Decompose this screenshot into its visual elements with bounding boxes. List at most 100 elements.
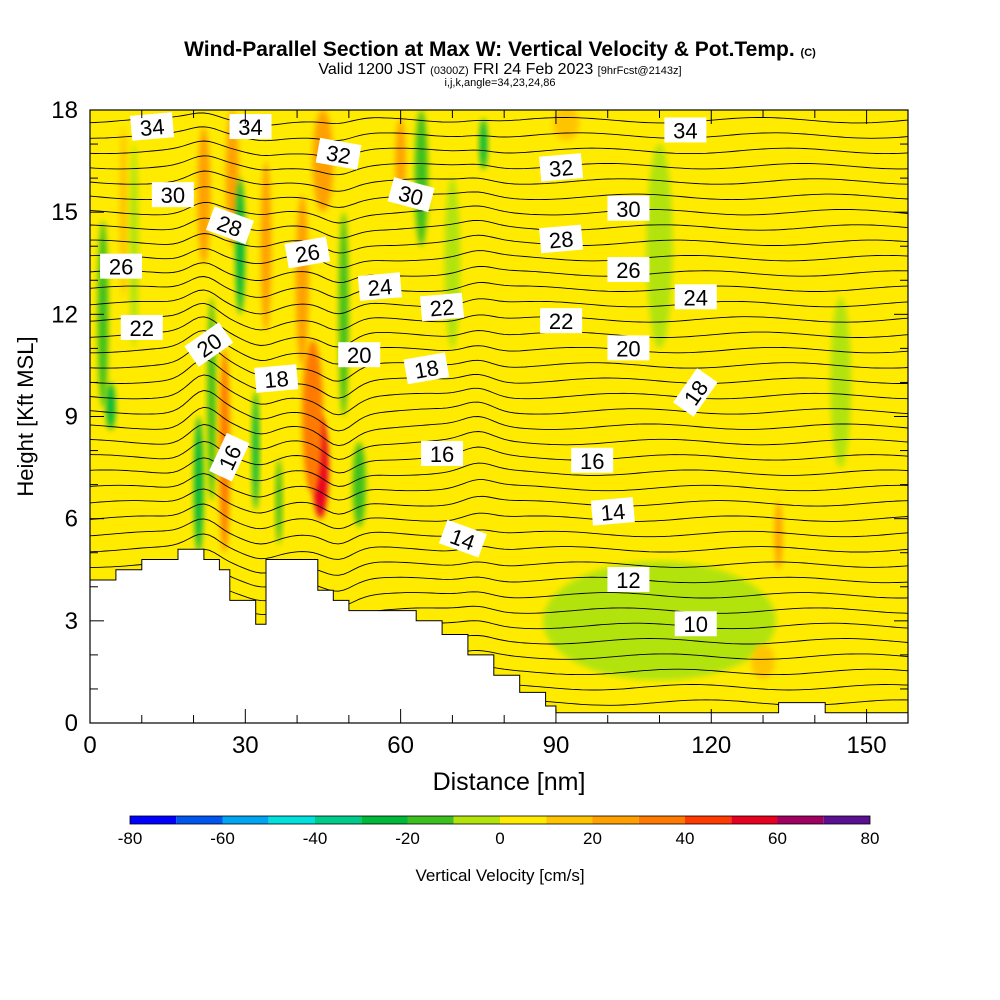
colorbar-swatch — [823, 816, 870, 824]
theta-contour-line — [90, 140, 908, 159]
y-tick-label: 15 — [51, 199, 78, 226]
contour-label-box — [673, 368, 718, 417]
theta-contour-line — [90, 473, 908, 501]
contour-label-box — [590, 497, 635, 526]
contour-label-text: 12 — [616, 568, 640, 593]
theta-contour-label: 20 — [607, 335, 650, 361]
theta-contour-label: 22 — [419, 292, 465, 322]
x-tick-label: 150 — [847, 732, 887, 759]
contour-label-box — [229, 114, 272, 140]
contour-label-text: 30 — [616, 197, 640, 222]
velocity-feature — [129, 144, 139, 349]
velocity-feature — [197, 127, 211, 264]
contour-label-box — [209, 432, 250, 482]
contour-label-text: 26 — [616, 258, 640, 283]
theta-contour-line — [90, 170, 908, 192]
theta-contour-line — [90, 289, 908, 315]
contour-label-text: 32 — [548, 155, 575, 182]
theta-contour-label: 28 — [539, 224, 584, 253]
velocity-feature — [751, 644, 775, 679]
theta-contour-label: 22 — [540, 308, 583, 334]
contour-label-box — [151, 182, 194, 208]
colorbar-tick-label: -80 — [118, 829, 143, 848]
x-tick-label: 0 — [83, 732, 96, 759]
y-tick-label: 3 — [65, 608, 78, 635]
contour-label-box — [540, 308, 583, 334]
theta-contour-label: 24 — [674, 284, 717, 310]
y-axis-title: Height [Kft MSL] — [13, 336, 38, 496]
theta-contour-line — [90, 548, 908, 576]
colorbar-swatch — [731, 816, 778, 824]
colorbar-title: Vertical Velocity [cm/s] — [415, 866, 584, 885]
chart-title-text: Wind-Parallel Section at Max W: Vertical… — [184, 38, 795, 61]
x-tick-label: 30 — [232, 732, 259, 759]
contour-label-text: 18 — [412, 355, 440, 384]
colorbar-swatch — [361, 816, 408, 824]
velocity-feature — [479, 118, 488, 170]
contour-label-text: 26 — [293, 239, 321, 268]
theta-contour-line — [90, 126, 908, 142]
theta-contour-label: 26 — [284, 236, 331, 269]
theta-contour-label: 26 — [100, 253, 143, 280]
velocity-feature — [235, 178, 245, 315]
x-tick-label: 60 — [387, 732, 414, 759]
contour-label-text: 16 — [580, 449, 604, 474]
contour-label-text: 30 — [161, 183, 185, 208]
theta-contour-label: 12 — [607, 566, 650, 593]
valid-time: Valid 1200 JST — [318, 61, 426, 78]
colorbar-tick-label: 40 — [676, 829, 695, 848]
colorbar-swatch — [500, 816, 547, 824]
contour-label-box — [571, 447, 614, 473]
contour-label-box — [607, 335, 650, 361]
colorbar-swatch — [268, 816, 315, 824]
colorbar-frame — [129, 815, 871, 825]
contour-label-text: 20 — [616, 336, 640, 361]
velocity-feature — [543, 561, 776, 681]
theta-contour-line — [90, 390, 908, 432]
contour-label-box — [254, 364, 299, 393]
contour-label-box — [387, 177, 435, 213]
contour-label-text: 34 — [139, 114, 166, 141]
y-tick-label: 18 — [51, 97, 78, 124]
theta-contour-line — [90, 374, 908, 416]
theta-contour-line — [90, 262, 908, 284]
contour-label-text: 26 — [109, 255, 133, 280]
colorbar-swatch — [685, 816, 732, 824]
contour-label-box — [419, 292, 465, 322]
colorbar-swatch — [315, 816, 362, 824]
colorbar-swatch — [407, 816, 454, 824]
theta-contour-label: 16 — [571, 447, 614, 474]
contour-label-text: 24 — [367, 274, 394, 301]
contour-label-text: 22 — [429, 295, 456, 322]
terrain — [89, 548, 909, 724]
contour-label-text: 20 — [347, 343, 371, 368]
velocity-feature — [414, 110, 428, 247]
contour-label-box — [674, 611, 717, 637]
velocity-feature — [774, 501, 783, 570]
theta-contour-label: 30 — [387, 177, 435, 213]
copyright-mark: (C) — [800, 47, 816, 59]
x-axis-title: Distance [nm] — [433, 768, 586, 796]
contour-label-box — [130, 112, 175, 141]
velocity-feature — [553, 110, 580, 141]
chart-params: i,j,k,angle=34,23,24,86 — [444, 77, 556, 89]
theta-contour-label: 26 — [607, 257, 650, 283]
velocity-feature — [275, 459, 283, 545]
theta-contour-line — [90, 316, 908, 348]
theta-contour-line — [90, 247, 908, 269]
theta-contour-label: 34 — [664, 117, 707, 143]
theta-contour-line — [90, 112, 908, 127]
terrain-mask — [89, 548, 909, 724]
contour-label-text: 32 — [324, 140, 352, 169]
colorbar: -80 -60 -40 -20 0 20 40 60 80 Vertical Velocity [… — [118, 815, 879, 885]
theta-contour-line — [90, 344, 908, 382]
theta-contour-label: 32 — [315, 137, 362, 170]
theta-contour-label: 24 — [357, 272, 402, 301]
velocity-feature — [194, 416, 204, 553]
theta-contour-label: 20 — [338, 342, 381, 368]
contour-label-box — [338, 342, 381, 368]
contour-label-box — [607, 257, 650, 283]
theta-contour-label: 16 — [421, 440, 464, 467]
contour-label-box — [284, 236, 331, 269]
